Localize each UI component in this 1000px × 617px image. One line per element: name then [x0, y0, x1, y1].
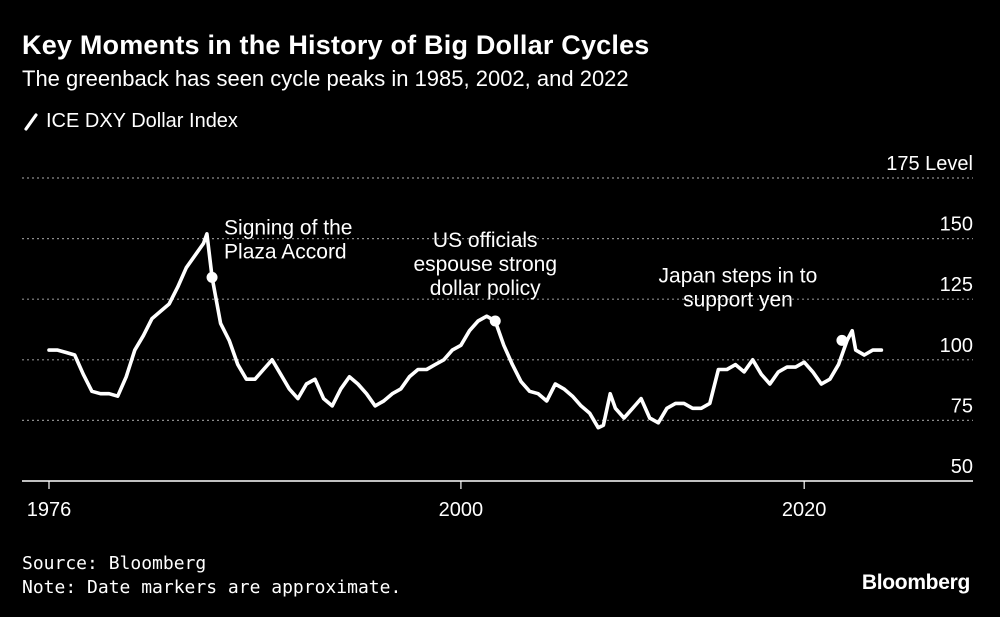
bloomberg-logo: Bloomberg: [861, 571, 970, 594]
annotation-label: dollar policy: [430, 277, 541, 300]
annotation-label: espouse strong: [413, 253, 557, 276]
annotation-label: Plaza Accord: [224, 240, 347, 263]
annotation-label: US officials: [433, 229, 538, 252]
chart-subtitle: The greenback has seen cycle peaks in 19…: [22, 66, 629, 91]
legend-label: ICE DXY Dollar Index: [46, 110, 238, 132]
annotation-marker: [836, 334, 848, 346]
annotation-label: Japan steps in to: [659, 264, 818, 287]
y-tick-label: 100: [940, 335, 973, 357]
annotation-label: Signing of the: [224, 216, 352, 239]
y-axis: 50 75 100 125 150 175 Level: [886, 153, 973, 478]
y-tick-label: 125: [940, 274, 973, 296]
x-tick-label: 2000: [439, 499, 484, 521]
footnote: Note: Date markers are approximate.: [22, 577, 402, 598]
x-axis: 1976 2000 2020: [22, 480, 973, 521]
y-tick-label: 50: [951, 456, 973, 478]
series-layer: [47, 232, 884, 430]
chart-title: Key Moments in the History of Big Dollar…: [22, 30, 650, 60]
annotation-label: support yen: [683, 288, 793, 311]
diagonal-line-icon: [24, 112, 38, 131]
series-line: [47, 232, 884, 430]
legend: ICE DXY Dollar Index: [22, 110, 238, 133]
y-tick-label: 150: [940, 214, 973, 236]
annotation-marker: [489, 315, 501, 327]
annotation-marker: [206, 271, 218, 283]
source-note: Source: Bloomberg: [22, 553, 207, 574]
y-tick-label: 175 Level: [886, 153, 973, 175]
x-tick-label: 2020: [782, 499, 827, 521]
gridlines: [22, 177, 973, 421]
y-tick-label: 75: [951, 395, 973, 417]
x-tick-label: 1976: [27, 499, 72, 521]
